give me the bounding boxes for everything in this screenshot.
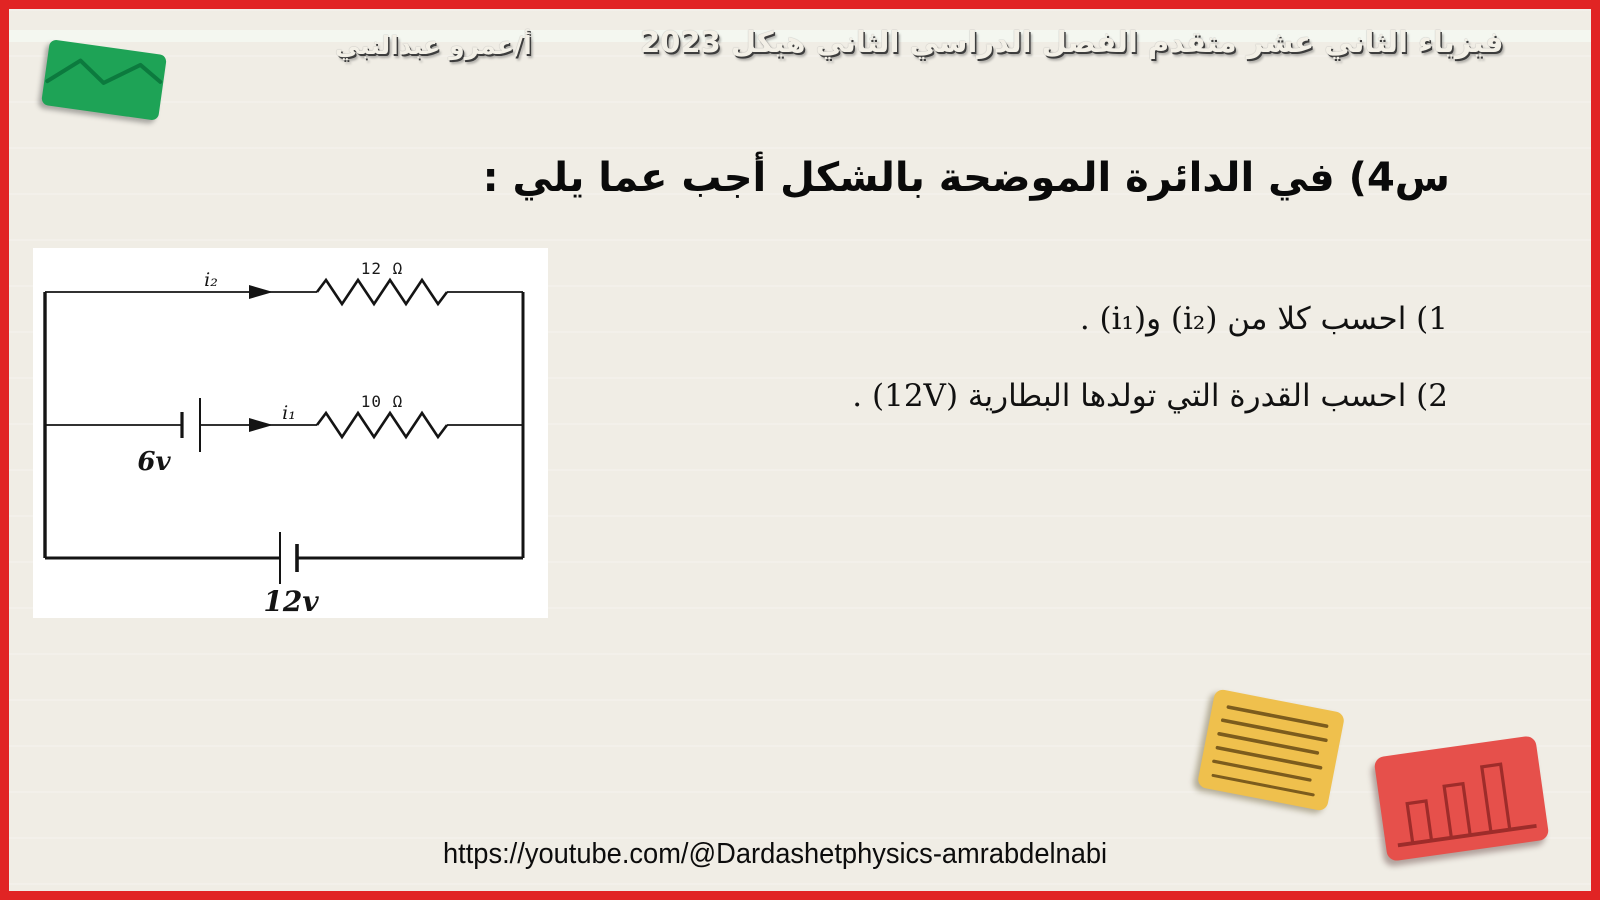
footer-youtube-url: https://youtube.com/@Dardashetphysics-am… <box>443 838 1108 870</box>
resistor-10-ohm <box>315 410 449 440</box>
circuit-diagram: 12 Ω 10 Ω i₂ i₁ 6v 12v <box>33 248 548 618</box>
header-course-title: فيزياء الثاني عشر متقدم الفصل الدراسي ال… <box>640 25 1504 59</box>
resistor-10-label: 10 Ω <box>361 392 404 411</box>
current-arrow-i1 <box>249 418 273 432</box>
battery-12v-label: 12v <box>263 585 319 618</box>
bar-chart-sticker-icon <box>1373 735 1550 862</box>
notes-sticker-icon <box>1196 688 1346 812</box>
question-title: س4) في الدائرة الموضحة بالشكل أجب عما يل… <box>482 155 1450 201</box>
current-arrow-i2 <box>249 285 273 299</box>
question-item-2: 2) احسب القدرة التي تولدها البطارية (12V… <box>852 378 1448 414</box>
header-teacher-name: أ/عمرو عبدالنبي <box>335 31 532 60</box>
envelope-sticker-icon <box>40 39 168 121</box>
bar-chart-icon <box>1397 762 1537 848</box>
current-i1-label: i₁ <box>282 402 296 424</box>
header-highlight-band <box>9 30 1591 42</box>
current-i2-label: i₂ <box>204 269 218 291</box>
question-item-1: 1) احسب كلا من (i₂) و(i₁) . <box>1079 301 1448 337</box>
envelope-zigzag-icon <box>45 58 163 85</box>
resistor-12-ohm <box>315 277 449 307</box>
notes-lines-icon <box>1211 705 1329 797</box>
battery-6v-label: 6v <box>137 447 171 477</box>
resistor-12-label: 12 Ω <box>361 259 404 278</box>
